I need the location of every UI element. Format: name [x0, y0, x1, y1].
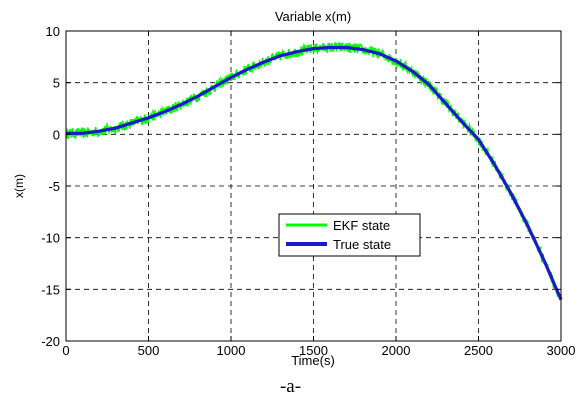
- x-axis-label: Time(s): [291, 353, 335, 368]
- x-tick-label: 2500: [464, 343, 493, 358]
- x-tick-label: 3000: [547, 343, 576, 358]
- x-tick-label: 500: [138, 343, 160, 358]
- figure-caption: -a-: [279, 376, 302, 397]
- y-tick-label: -20: [41, 334, 60, 349]
- x-tick-label: 1000: [217, 343, 246, 358]
- y-tick-label: 0: [53, 127, 60, 142]
- x-tick-label: 0: [62, 343, 69, 358]
- grid-lines: [66, 31, 561, 341]
- y-tick-label: 5: [53, 76, 60, 91]
- tick-layer: 0 500 1000 1500 2000 2500 3000 -20 -15 -10 -5 0 5 10: [41, 24, 575, 358]
- x-tick-label: 1500: [299, 343, 328, 358]
- y-axis-label: x(m): [12, 174, 26, 198]
- series-layer: [65, 41, 563, 301]
- y-tick-label: -10: [41, 231, 60, 246]
- chart-title: Variable x(m): [275, 9, 351, 24]
- x-tick-label: 2000: [382, 343, 411, 358]
- legend-box: [278, 213, 421, 257]
- y-tick-label: 10: [46, 24, 60, 39]
- legend-label-ekf-state: EKF state: [333, 218, 390, 233]
- series-line-true-state: [66, 45, 563, 301]
- legend-label-true-state: True state: [333, 237, 391, 252]
- y-tick-label: -15: [41, 282, 60, 297]
- legend: EKF state True state: [278, 213, 421, 257]
- y-tick-label: -5: [48, 179, 60, 194]
